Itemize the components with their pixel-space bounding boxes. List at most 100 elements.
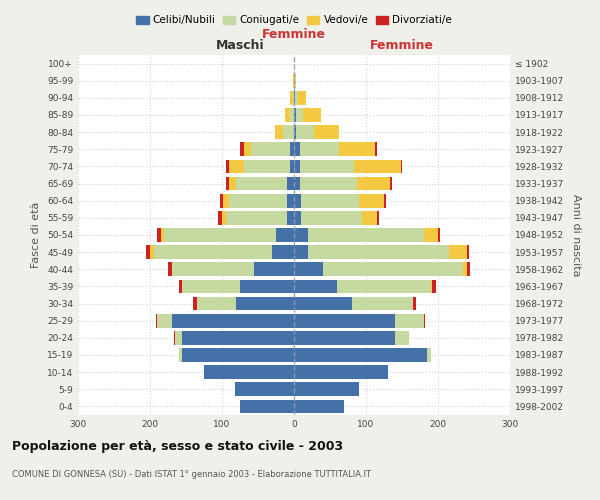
Bar bbox=[294, 314, 395, 328]
Bar bbox=[240, 142, 244, 156]
Bar bbox=[283, 126, 294, 139]
Bar bbox=[298, 91, 305, 104]
Bar bbox=[294, 176, 300, 190]
Bar bbox=[294, 228, 308, 242]
Bar bbox=[251, 142, 290, 156]
Bar bbox=[294, 91, 295, 104]
Bar bbox=[220, 194, 223, 207]
Bar bbox=[294, 400, 344, 413]
Bar bbox=[294, 280, 337, 293]
Bar bbox=[304, 108, 322, 122]
Bar bbox=[294, 74, 295, 88]
Bar bbox=[236, 296, 294, 310]
Text: COMUNE DI GONNESA (SU) - Dati ISTAT 1° gennaio 2003 - Elaborazione TUTTITALIA.IT: COMUNE DI GONNESA (SU) - Dati ISTAT 1° g… bbox=[12, 470, 371, 479]
Bar bbox=[294, 160, 300, 173]
Bar bbox=[293, 74, 294, 88]
Bar bbox=[284, 108, 290, 122]
Bar bbox=[463, 262, 467, 276]
Bar bbox=[275, 126, 283, 139]
Bar bbox=[467, 246, 469, 259]
Bar bbox=[377, 211, 379, 224]
Bar bbox=[354, 160, 401, 173]
Bar bbox=[182, 280, 240, 293]
Bar bbox=[294, 366, 388, 379]
Bar bbox=[182, 331, 294, 344]
Bar bbox=[240, 400, 294, 413]
Bar bbox=[424, 228, 438, 242]
Bar bbox=[294, 296, 352, 310]
Bar bbox=[467, 262, 470, 276]
Bar bbox=[161, 228, 164, 242]
Bar bbox=[223, 194, 229, 207]
Bar bbox=[244, 160, 290, 173]
Bar bbox=[308, 228, 424, 242]
Bar bbox=[300, 160, 354, 173]
Bar bbox=[293, 91, 294, 104]
Text: Femmine: Femmine bbox=[370, 40, 434, 52]
Y-axis label: Fasce di età: Fasce di età bbox=[31, 202, 41, 268]
Bar bbox=[290, 160, 294, 173]
Bar bbox=[295, 91, 298, 104]
Bar bbox=[236, 176, 287, 190]
Bar bbox=[157, 228, 161, 242]
Bar bbox=[290, 108, 294, 122]
Bar bbox=[174, 331, 175, 344]
Bar bbox=[179, 280, 182, 293]
Bar bbox=[296, 126, 314, 139]
Bar bbox=[150, 246, 154, 259]
Bar bbox=[240, 280, 294, 293]
Y-axis label: Anni di nascita: Anni di nascita bbox=[571, 194, 581, 276]
Bar bbox=[362, 211, 377, 224]
Bar bbox=[301, 194, 359, 207]
Bar bbox=[352, 296, 413, 310]
Bar bbox=[244, 142, 251, 156]
Bar bbox=[157, 314, 172, 328]
Bar bbox=[300, 142, 340, 156]
Bar bbox=[290, 142, 294, 156]
Bar bbox=[287, 176, 294, 190]
Bar bbox=[175, 331, 182, 344]
Bar bbox=[204, 366, 294, 379]
Bar bbox=[294, 246, 308, 259]
Bar bbox=[401, 160, 402, 173]
Bar bbox=[226, 160, 229, 173]
Bar bbox=[449, 246, 467, 259]
Bar bbox=[272, 246, 294, 259]
Bar bbox=[229, 194, 287, 207]
Bar bbox=[146, 246, 150, 259]
Bar bbox=[218, 211, 222, 224]
Bar bbox=[287, 194, 294, 207]
Bar bbox=[182, 348, 294, 362]
Bar bbox=[340, 142, 376, 156]
Bar bbox=[254, 262, 294, 276]
Bar bbox=[432, 280, 436, 293]
Bar bbox=[154, 246, 272, 259]
Bar bbox=[235, 382, 294, 396]
Bar bbox=[359, 194, 384, 207]
Bar bbox=[427, 348, 431, 362]
Bar bbox=[390, 176, 392, 190]
Bar bbox=[376, 142, 377, 156]
Bar bbox=[296, 108, 304, 122]
Bar bbox=[156, 314, 157, 328]
Bar bbox=[384, 194, 386, 207]
Bar bbox=[395, 314, 424, 328]
Bar bbox=[164, 228, 276, 242]
Bar bbox=[168, 262, 172, 276]
Bar bbox=[287, 211, 294, 224]
Bar bbox=[294, 262, 323, 276]
Bar bbox=[197, 296, 236, 310]
Bar bbox=[294, 211, 301, 224]
Bar bbox=[294, 382, 359, 396]
Bar bbox=[294, 108, 296, 122]
Bar bbox=[337, 280, 431, 293]
Bar bbox=[172, 314, 294, 328]
Bar bbox=[276, 228, 294, 242]
Bar bbox=[294, 126, 296, 139]
Bar bbox=[229, 160, 244, 173]
Bar bbox=[431, 280, 432, 293]
Bar bbox=[294, 348, 427, 362]
Bar bbox=[308, 246, 449, 259]
Bar bbox=[295, 74, 296, 88]
Bar bbox=[193, 296, 197, 310]
